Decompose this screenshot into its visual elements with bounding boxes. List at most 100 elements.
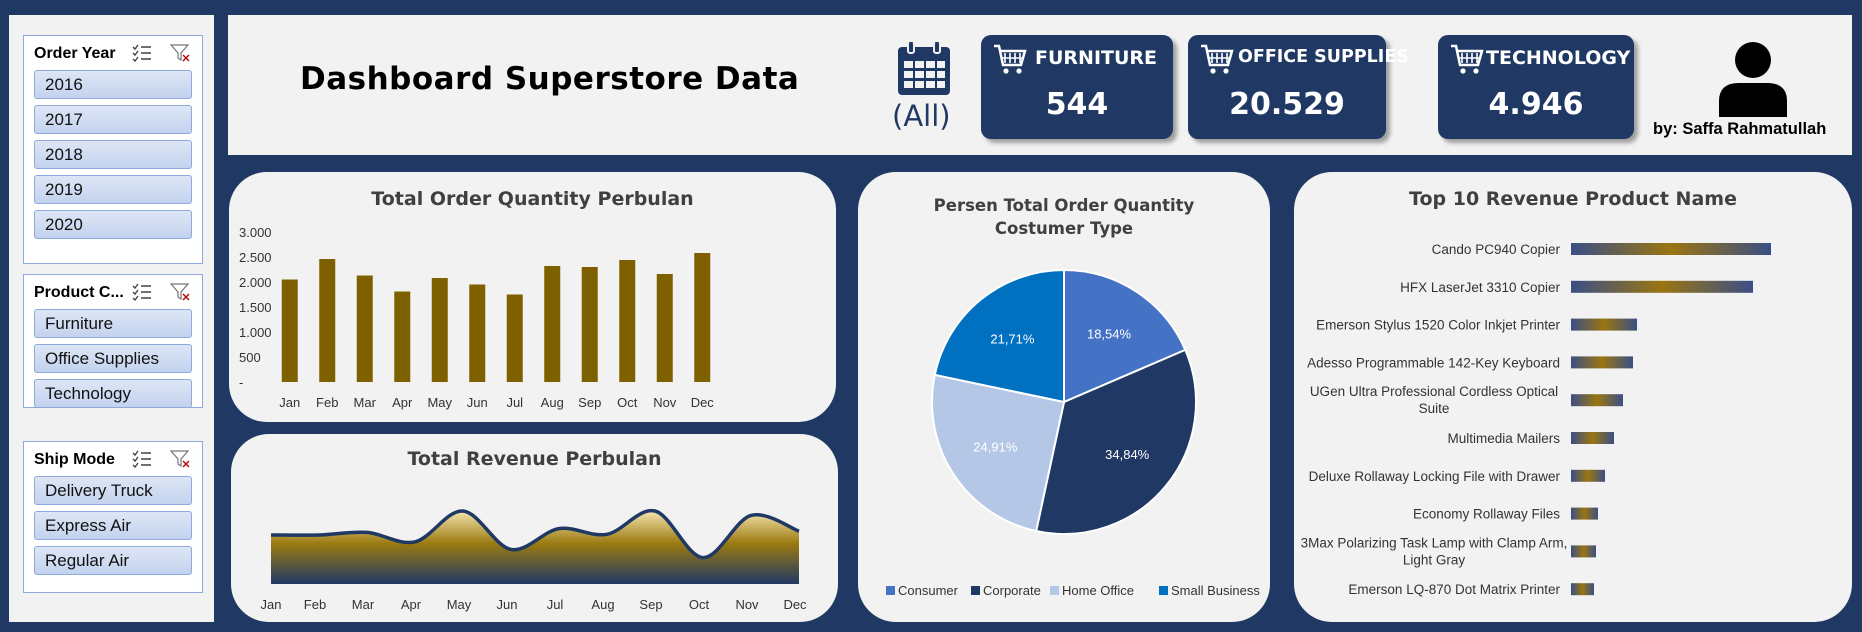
bar[interactable]	[1571, 280, 1753, 293]
clear-filter-icon[interactable]	[170, 283, 190, 301]
x-tick-label: Oct	[617, 395, 638, 410]
bar[interactable]	[1571, 469, 1605, 482]
bar[interactable]	[394, 291, 411, 383]
legend-label[interactable]: Small Business	[1171, 583, 1260, 598]
multi-select-icon[interactable]	[132, 450, 152, 468]
customer-type-pie-chart: 18,54% 34,84% 24,91% 21,71% Consumer Corporat…	[886, 268, 1260, 598]
category-label: Emerson LQ-870 Dot Matrix Printer	[1348, 582, 1560, 597]
x-tick-label: Jul	[547, 597, 564, 612]
legend-swatch	[971, 586, 980, 595]
clear-filter-icon[interactable]	[170, 450, 190, 468]
x-tick-label: Jan	[279, 395, 300, 410]
card-customer-type: Persen Total Order Quantity Costumer Typ…	[858, 172, 1270, 622]
legend-label[interactable]: Home Office	[1062, 583, 1134, 598]
x-tick-label: May	[427, 395, 452, 410]
pie-data-label: 21,71%	[990, 331, 1035, 346]
y-tick-label: 2.000	[239, 275, 272, 290]
cart-icon	[994, 44, 1027, 74]
x-tick-label: Jul	[506, 395, 523, 410]
bar[interactable]	[1571, 507, 1598, 520]
author-label: by: Saffa Rahmatullah	[1653, 120, 1827, 138]
cart-icon	[1451, 44, 1484, 74]
kpi-value: 544	[1045, 87, 1109, 122]
slicer-item[interactable]: 2020	[34, 210, 192, 239]
calendar-icon[interactable]	[894, 39, 954, 99]
category-label: 3Max Polarizing Task Lamp with Clamp Arm…	[1301, 535, 1568, 567]
legend-label[interactable]: Corporate	[983, 583, 1041, 598]
x-tick-label: Jan	[261, 597, 282, 612]
bar[interactable]	[619, 260, 636, 382]
legend-label[interactable]: Consumer	[898, 583, 959, 598]
bar[interactable]	[319, 259, 336, 382]
cart-icon	[1201, 44, 1234, 74]
pie-data-label: 24,91%	[973, 440, 1018, 455]
bar[interactable]	[1571, 356, 1633, 369]
bar[interactable]	[1571, 545, 1596, 558]
user-icon	[1719, 42, 1787, 117]
slicer-item[interactable]: Furniture	[34, 309, 192, 338]
bar[interactable]	[469, 284, 486, 383]
category-label: UGen Ultra Professional Cordless Optical…	[1310, 384, 1558, 416]
slicer-item[interactable]: 2019	[34, 175, 192, 204]
kpi-card-furniture: FURNITURE 544	[981, 35, 1173, 139]
timeline-filter-label[interactable]: (All)	[892, 99, 951, 133]
pie-slice[interactable]	[1063, 268, 1187, 404]
kpi-card-office-supplies: OFFICE SUPPLIES 20.529	[1188, 35, 1409, 139]
clear-filter-icon[interactable]	[170, 44, 190, 62]
x-tick-label: Aug	[591, 597, 614, 612]
pie-data-label: 18,54%	[1087, 327, 1132, 342]
bar[interactable]	[544, 266, 561, 382]
bar[interactable]	[356, 275, 373, 383]
bar[interactable]	[1571, 583, 1594, 596]
slicer-item[interactable]: Office Supplies	[34, 344, 192, 373]
slicer-item[interactable]: Technology	[34, 379, 192, 408]
slicer-panel: Order Year 2016 2017 2018 2019 2020 Product …	[9, 15, 214, 622]
slicer-ship-mode: Ship Mode Delivery Truck Express Air Regul…	[23, 441, 203, 593]
bar[interactable]	[1571, 432, 1614, 444]
top10-revenue-bar-chart: Cando PC940 Copier HFX LaserJet 3310 Copi…	[1301, 242, 1771, 597]
slicer-title: Ship Mode	[34, 451, 115, 468]
x-tick-label: Sep	[578, 395, 601, 410]
category-label: Cando PC940 Copier	[1432, 242, 1561, 257]
y-tick-label: 500	[239, 350, 261, 365]
bar[interactable]	[1571, 318, 1637, 331]
bar[interactable]	[581, 267, 598, 382]
header-panel: Dashboard Superstore Data (All) FURNITUR…	[228, 15, 1852, 155]
bar[interactable]	[1571, 243, 1771, 255]
y-tick-label: 1.500	[239, 300, 272, 315]
x-tick-label: Mar	[352, 597, 375, 612]
pie-slice[interactable]	[931, 373, 1066, 533]
x-tick-label: May	[447, 597, 472, 612]
order-quantity-bar-chart: - 500 1.000 1.500 2.000 2.500 3.000 Jan Feb Mar Ap…	[239, 225, 714, 410]
y-tick-label: 2.500	[239, 250, 272, 265]
x-tick-label: Apr	[392, 395, 413, 410]
bar[interactable]	[656, 274, 673, 382]
card-revenue: Total Revenue Perbulan Jan Feb Mar Apr May Ju…	[231, 434, 838, 622]
revenue-area	[271, 510, 799, 584]
slicer-title: Order Year	[34, 45, 116, 62]
pie-slice[interactable]	[933, 268, 1065, 404]
kpi-value: 20.529	[1229, 87, 1345, 122]
slicer-item[interactable]: Delivery Truck	[34, 476, 192, 505]
slicer-item[interactable]: 2016	[34, 70, 192, 99]
bar[interactable]	[1571, 394, 1623, 407]
page-title: Dashboard Superstore Data	[300, 61, 800, 97]
bar[interactable]	[694, 253, 711, 382]
multi-select-icon[interactable]	[132, 283, 152, 301]
bar[interactable]	[431, 278, 448, 382]
slicer-item[interactable]: 2017	[34, 105, 192, 134]
bar[interactable]	[281, 279, 298, 383]
chart-title: Total Revenue Perbulan	[407, 448, 662, 470]
pie-data-label: 34,84%	[1105, 447, 1150, 462]
slicer-item[interactable]: 2018	[34, 140, 192, 169]
revenue-line[interactable]	[270, 509, 800, 560]
pie-slice[interactable]	[1034, 348, 1197, 535]
slicer-item[interactable]: Regular Air	[34, 546, 192, 575]
slicer-item[interactable]: Express Air	[34, 511, 192, 540]
category-label: HFX LaserJet 3310 Copier	[1400, 280, 1560, 295]
category-label: Multimedia Mailers	[1447, 431, 1560, 446]
multi-select-icon[interactable]	[132, 44, 152, 62]
x-tick-label: Feb	[304, 597, 326, 612]
x-tick-label: Aug	[541, 395, 564, 410]
bar[interactable]	[506, 294, 523, 383]
